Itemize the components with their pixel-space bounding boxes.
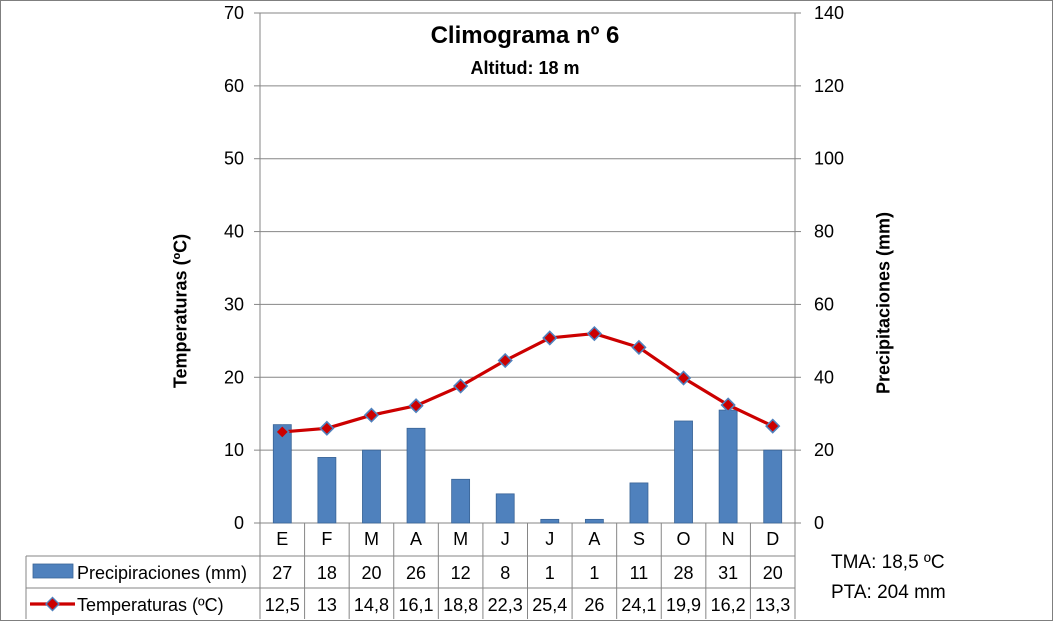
x-tick-label: A [410, 529, 422, 549]
legend-label-precip: Precipiraciones (mm) [77, 563, 247, 583]
temperature-marker [675, 370, 692, 386]
pta-summary: PTA: 204 mm [831, 582, 946, 603]
precip-bar [406, 427, 426, 524]
temperature-marker [319, 420, 335, 436]
precip-bar [763, 449, 783, 524]
table-cell-temp: 18,8 [443, 595, 478, 615]
table-cell-precip: 11 [630, 563, 649, 583]
y-tick-label-left: 20 [224, 367, 244, 387]
x-tick-label: A [588, 529, 600, 549]
y-tick-label-right: 0 [814, 513, 824, 533]
x-tick-label: D [766, 529, 779, 549]
y-tick-label-left: 70 [224, 3, 244, 23]
x-tick-label: J [545, 529, 554, 549]
y-tick-label-left: 50 [224, 149, 244, 169]
precip-bar [451, 478, 471, 524]
table-cell-temp: 16,2 [711, 595, 746, 615]
precip-bar [584, 518, 604, 524]
y-axis-left-title: Temperaturas (ºC) [170, 233, 191, 389]
y-tick-label-right: 40 [814, 367, 834, 387]
x-tick-label: N [722, 529, 735, 549]
temperature-marker [765, 418, 781, 434]
x-tick-label: F [321, 529, 332, 549]
table-cell-precip: 27 [272, 563, 292, 583]
y-axis-right-title: Precipitaciones (mm) [873, 211, 894, 395]
table-cell-temp: 13,3 [755, 595, 790, 615]
y-tick-label-right: 120 [814, 76, 844, 96]
table-cell-precip: 28 [674, 563, 694, 583]
table-cell-temp: 16,1 [399, 595, 434, 615]
y-tick-label-left: 0 [234, 513, 244, 533]
table-cell-precip: 18 [317, 563, 337, 583]
y-tick-label-left: 40 [224, 222, 244, 242]
x-tick-label: E [276, 529, 288, 549]
temperature-marker [720, 397, 736, 413]
table-cell-temp: 26 [584, 595, 604, 615]
y-tick-label-left: 60 [224, 76, 244, 96]
table-cell-temp: 19,9 [666, 595, 701, 615]
temperature-marker [408, 398, 424, 414]
precip-bar [674, 420, 693, 524]
table-cell-precip: 20 [361, 563, 381, 583]
table-cell-temp: 14,8 [354, 595, 389, 615]
legend-key-temp-marker [45, 596, 60, 612]
table-cell-precip: 12 [451, 563, 471, 583]
temperature-marker [542, 330, 558, 346]
precip-bar [495, 493, 515, 524]
table-cell-temp: 13 [317, 595, 337, 615]
table-cell-temp: 25,4 [532, 595, 567, 615]
x-tick-label: M [453, 529, 468, 549]
chart-title: Climograma nº 6 [430, 22, 620, 49]
legend-key-precip [32, 563, 74, 579]
y-tick-label-left: 10 [224, 440, 244, 460]
precip-bar [362, 449, 381, 524]
precip-bar [317, 457, 337, 524]
table-cell-precip: 1 [545, 563, 555, 583]
temperature-marker [631, 339, 647, 356]
x-tick-label: O [677, 529, 691, 549]
table-cell-precip: 26 [406, 563, 426, 583]
table-cell-precip: 31 [718, 563, 738, 583]
temperature-line [282, 331, 774, 434]
temperature-marker [497, 352, 513, 369]
table-cell-precip: 8 [500, 563, 510, 583]
precip-bar [540, 518, 560, 524]
y-tick-label-right: 140 [814, 3, 844, 23]
x-tick-label: M [364, 529, 379, 549]
table-cell-temp: 22,3 [488, 595, 523, 615]
legend-label-temp: Temperaturas (ºC) [77, 595, 224, 615]
y-tick-label-right: 100 [814, 149, 844, 169]
temperature-marker [452, 378, 469, 394]
table-cell-precip: 1 [589, 563, 599, 583]
y-tick-label-left: 30 [224, 294, 244, 314]
precip-bar [718, 409, 738, 524]
temperature-marker [363, 407, 380, 423]
y-tick-label-right: 60 [814, 294, 834, 314]
table-cell-temp: 12,5 [265, 595, 300, 615]
tma-summary: TMA: 18,5 ºC [831, 552, 945, 573]
table-cell-precip: 20 [763, 563, 783, 583]
precip-bar [629, 482, 649, 524]
x-tick-label: S [633, 529, 645, 549]
y-tick-label-right: 80 [814, 222, 834, 242]
y-tick-label-right: 20 [814, 440, 834, 460]
table-cell-temp: 24,1 [621, 595, 656, 615]
x-tick-label: J [501, 529, 510, 549]
temperature-marker [274, 424, 290, 440]
chart-subtitle: Altitud: 18 m [470, 58, 580, 78]
temperature-marker [586, 325, 603, 342]
